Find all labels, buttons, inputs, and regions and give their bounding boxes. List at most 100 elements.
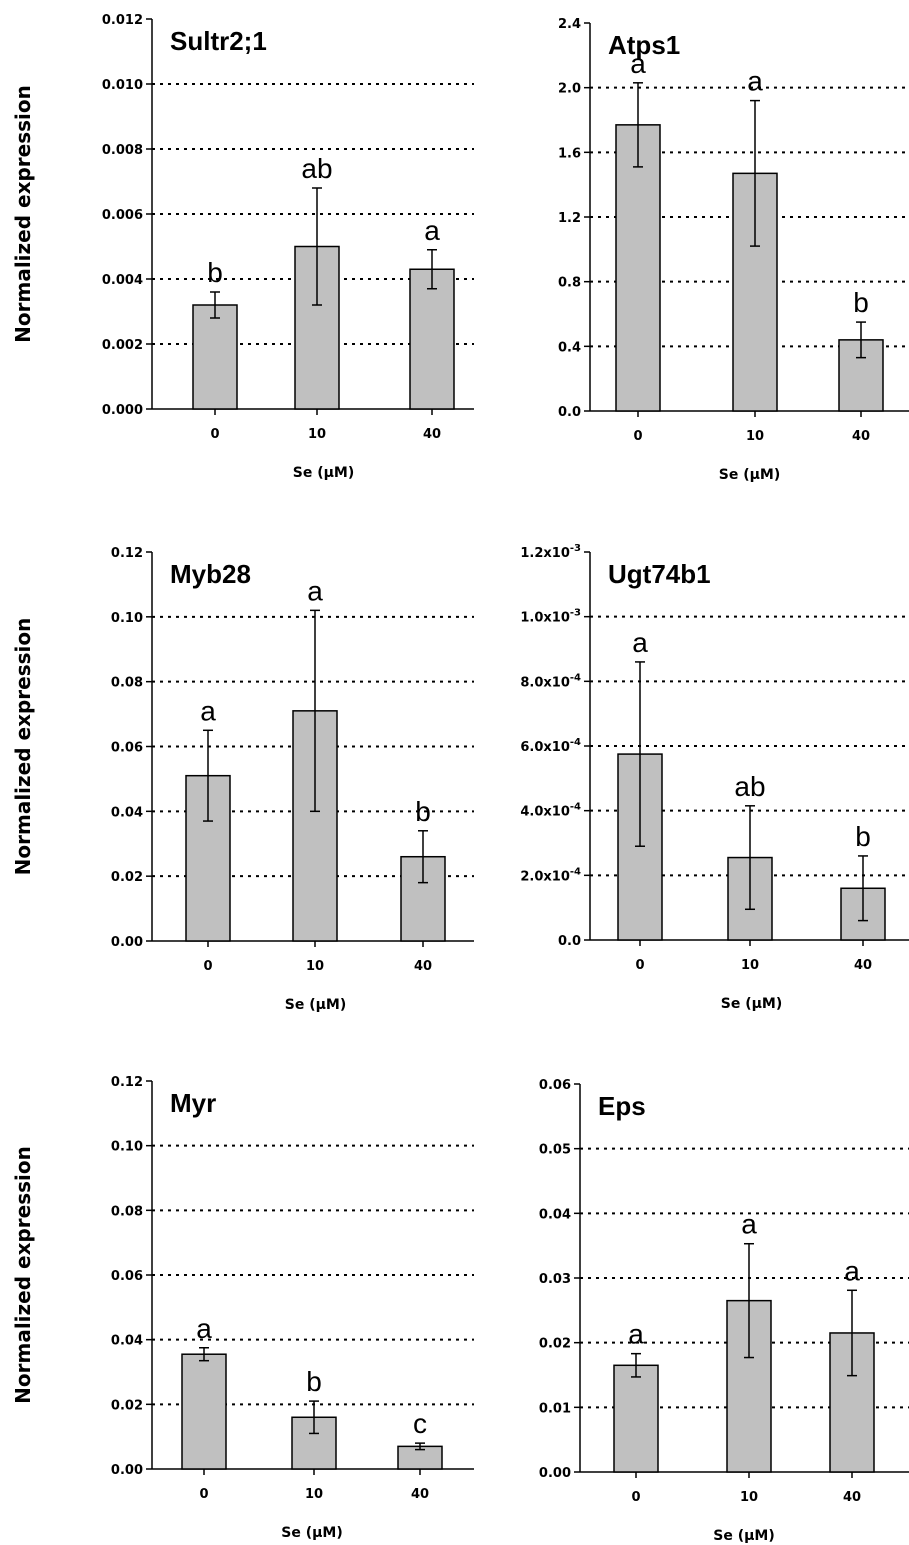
error-bar <box>312 187 322 306</box>
error-bar <box>310 609 320 813</box>
y-tick-label: 0.03 <box>539 1272 571 1287</box>
y-tick-label: 1.0x10-3 <box>520 608 581 626</box>
x-axis-title: Se (µM) <box>285 997 346 1013</box>
x-tick-label: 0 <box>203 959 212 974</box>
significance-label: a <box>632 627 648 658</box>
y-tick-label: 0.04 <box>111 1334 143 1349</box>
error-bar <box>631 1352 641 1378</box>
y-tick-label: 2.4 <box>558 17 581 32</box>
x-tick-label: 0 <box>210 427 219 442</box>
x-tick-label: 10 <box>308 427 326 442</box>
y-tick-label: 1.6 <box>558 146 581 161</box>
y-tick-label: 0.008 <box>102 143 143 158</box>
x-axis-title: Se (µM) <box>281 1525 342 1541</box>
y-tick-label: 0.4 <box>558 340 581 355</box>
y-tick-label: 8.0x10-4 <box>520 672 581 690</box>
panel-6: 0.00 0.01 0.02 0.03 0.04 0.05 0.06 0 a 10 a 40 a Eps S… <box>539 1078 909 1544</box>
y-tick-label: 0.02 <box>111 870 143 885</box>
y-tick-label: 0.000 <box>102 403 143 418</box>
y-axis-title: Normalized expression <box>11 1146 35 1404</box>
panel-title: Sultr2;1 <box>170 26 267 56</box>
significance-label: a <box>307 575 323 606</box>
error-bar <box>210 291 220 319</box>
y-tick-label: 0.012 <box>102 13 143 28</box>
x-tick-label: 0 <box>633 429 642 444</box>
panel-2: 0.0 0.4 0.8 1.2 1.6 2.0 2.4 0 a 10 a 40 b Atps1 Se (µM… <box>558 17 909 483</box>
y-tick-label: 0.004 <box>102 273 143 288</box>
significance-label: b <box>855 821 871 852</box>
y-tick-label: 2.0 <box>558 82 581 97</box>
error-bar <box>418 830 428 884</box>
y-tick-label: 0.01 <box>539 1401 571 1416</box>
significance-label: a <box>844 1255 860 1286</box>
error-bar <box>745 805 755 911</box>
panel-title: Eps <box>598 1091 646 1121</box>
y-axis-title: Normalized expression <box>11 85 35 343</box>
panel-1: 0.000 0.002 0.004 0.006 0.008 0.010 0.012 0 b 10 a… <box>11 13 474 481</box>
y-tick-label: 0.10 <box>111 611 143 626</box>
x-tick-label: 10 <box>305 1487 323 1502</box>
significance-label: a <box>200 695 216 726</box>
y-tick-label: 6.0x10-4 <box>520 737 581 755</box>
significance-label: a <box>747 66 763 97</box>
error-bar <box>427 249 437 290</box>
significance-label: ab <box>734 771 765 802</box>
error-bar <box>309 1400 319 1435</box>
error-bar <box>856 321 866 359</box>
x-tick-label: 10 <box>741 958 759 973</box>
x-tick-label: 40 <box>852 429 870 444</box>
y-tick-label: 0.0 <box>558 405 581 420</box>
y-tick-label: 0.08 <box>111 676 143 691</box>
bar <box>613 1364 659 1473</box>
error-bar <box>199 1347 209 1362</box>
x-axis-title: Se (µM) <box>719 467 780 483</box>
x-axis-title: Se (µM) <box>713 1528 774 1544</box>
y-tick-label: 0.00 <box>111 935 143 950</box>
significance-label: b <box>415 796 431 827</box>
significance-label: a <box>741 1209 757 1240</box>
significance-label: b <box>207 257 223 288</box>
y-tick-label: 0.0 <box>558 934 581 949</box>
error-bar <box>633 82 643 168</box>
panel-3: 0.00 0.02 0.04 0.06 0.08 0.10 0.12 0 a 10 a 40 b Myb2… <box>11 546 474 1013</box>
bar <box>409 268 455 410</box>
y-tick-label: 0.002 <box>102 338 143 353</box>
error-bar <box>847 1289 857 1377</box>
y-tick-label: 0.06 <box>539 1078 571 1093</box>
significance-label: a <box>630 48 646 79</box>
x-axis-title: Se (µM) <box>721 996 782 1012</box>
y-tick-label: 0.12 <box>111 546 143 561</box>
y-tick-label: 0.00 <box>539 1466 571 1481</box>
bar <box>192 304 238 410</box>
error-bar <box>744 1242 754 1359</box>
y-axis-title: Normalized expression <box>11 618 35 876</box>
x-tick-label: 40 <box>411 1487 429 1502</box>
x-tick-label: 10 <box>306 959 324 974</box>
panel-title: Myb28 <box>170 559 251 589</box>
x-tick-label: 0 <box>199 1487 208 1502</box>
y-tick-label: 0.02 <box>539 1337 571 1352</box>
panel-4: 0.0 2.0x10-4 4.0x10-4 6.0x10-4 8.0x10-4 1.0x1… <box>520 543 909 1012</box>
bar <box>181 1353 227 1470</box>
significance-label: a <box>424 215 440 246</box>
error-bar <box>635 661 645 847</box>
y-tick-label: 4.0x10-4 <box>520 802 581 820</box>
y-tick-label: 2.0x10-4 <box>520 866 581 884</box>
y-tick-label: 0.04 <box>539 1207 571 1222</box>
y-tick-label: 0.04 <box>111 805 143 820</box>
y-tick-label: 0.08 <box>111 1204 143 1219</box>
x-tick-label: 40 <box>414 959 432 974</box>
y-tick-label: 0.12 <box>111 1075 143 1090</box>
y-tick-label: 1.2x10-3 <box>520 543 581 561</box>
x-tick-label: 40 <box>854 958 872 973</box>
significance-label: ab <box>301 153 332 184</box>
error-bar <box>750 99 760 247</box>
y-tick-label: 0.02 <box>111 1398 143 1413</box>
y-tick-label: 0.006 <box>102 208 143 223</box>
significance-label: c <box>413 1408 427 1439</box>
error-bar <box>203 729 213 822</box>
error-bar <box>415 1442 425 1451</box>
significance-label: b <box>306 1366 322 1397</box>
panel-title: Myr <box>170 1088 216 1118</box>
x-tick-label: 0 <box>635 958 644 973</box>
